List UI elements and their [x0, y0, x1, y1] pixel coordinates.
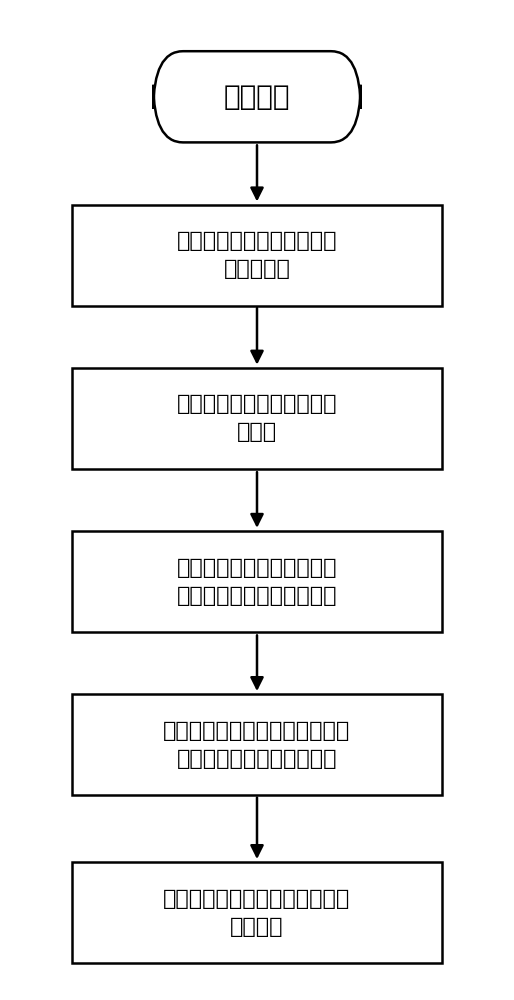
Text: 根据任务信息选择接收所需
的链路: 根据任务信息选择接收所需 的链路 [177, 394, 337, 442]
Text: 根据任务信息选择接收所需
的参数信息: 根据任务信息选择接收所需 的参数信息 [177, 231, 337, 279]
Text: 根据链路中所需的设备种类
从资源池中选择可用的设备: 根据链路中所需的设备种类 从资源池中选择可用的设备 [177, 558, 337, 606]
Text: 下发参数信息至设备，调度设备
执行任务: 下发参数信息至设备，调度设备 执行任务 [163, 889, 351, 937]
Text: 调用设备各自的驱动将卫星参数
信息转为设备可执行的参数: 调用设备各自的驱动将卫星参数 信息转为设备可执行的参数 [163, 721, 351, 769]
Text: 收到任务: 收到任务 [224, 83, 290, 111]
